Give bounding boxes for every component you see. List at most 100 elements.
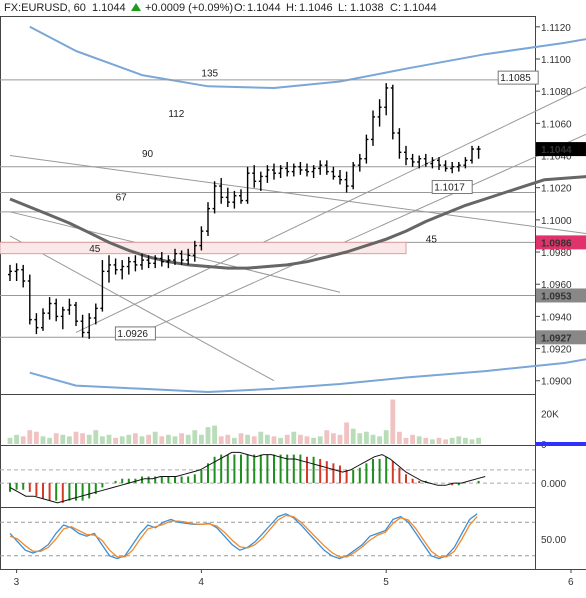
- volume-bar: [172, 436, 178, 444]
- candle: [87, 313, 92, 339]
- price-badge-label: 1.0953: [541, 291, 572, 302]
- volume-bar: [47, 437, 52, 444]
- volume-bar: [73, 431, 79, 444]
- price-tick-label: 1.0960: [541, 280, 572, 291]
- candle: [133, 255, 138, 272]
- candle: [371, 110, 375, 146]
- price-tick-label: 1.0980: [541, 248, 572, 259]
- candle: [357, 153, 362, 172]
- candle: [390, 84, 395, 140]
- open-label: O:: [234, 2, 246, 14]
- price-badge-label: 1.1044: [541, 145, 572, 156]
- volume-bar: [456, 436, 462, 444]
- gann-angle-label: 112: [168, 109, 184, 120]
- candle: [80, 314, 85, 338]
- volume-bar: [317, 436, 323, 444]
- volume-bar: [67, 436, 72, 444]
- candle: [423, 153, 428, 167]
- volume-bar: [403, 437, 409, 444]
- candle: [291, 163, 296, 177]
- price-badge: [536, 142, 586, 157]
- volume-bar: [152, 431, 158, 444]
- price-annotation-box: [431, 180, 473, 195]
- axis-labels: 1.1120 1.1100 1.1080 1.1060 1.1040 1.1020 1.10…: [14, 23, 586, 588]
- volume-bar: [225, 434, 231, 444]
- candle: [166, 255, 171, 269]
- volume-bar: [166, 434, 171, 444]
- gann-angle-label: 135: [201, 69, 218, 80]
- price-tick-label: 1.1040: [541, 152, 572, 163]
- stochastic-line: [9, 513, 478, 560]
- price-annotation-label: 1.0926: [117, 329, 148, 340]
- volume-bar: [27, 430, 33, 444]
- volume-bar: [430, 439, 435, 444]
- candle: [107, 255, 111, 283]
- volume-bar: [397, 431, 402, 444]
- fan-line: [141, 133, 586, 333]
- candle: [258, 171, 263, 191]
- volume-bar: [100, 436, 105, 444]
- candle: [285, 161, 290, 177]
- volume-bar: [410, 434, 415, 444]
- volume-bar: [364, 431, 369, 444]
- volume-bar: [238, 433, 244, 444]
- volume-bar: [476, 437, 481, 444]
- volume-bar: [311, 437, 316, 444]
- volume-bar: [265, 434, 270, 444]
- time-tick-label: 3: [14, 577, 20, 588]
- price-tick-label: 1.0900: [541, 377, 572, 388]
- volume-bar: [344, 422, 349, 444]
- volume-marker: [536, 442, 586, 446]
- candle: [219, 178, 224, 204]
- volume-bar: [14, 434, 19, 444]
- price-badge: [536, 288, 586, 303]
- candle: [305, 163, 309, 177]
- candle: [384, 83, 389, 116]
- open-value: 1.1044: [247, 2, 281, 14]
- time-tick-label: 4: [198, 577, 204, 588]
- volume-bar: [416, 436, 422, 444]
- price-annotation-box: [114, 326, 156, 341]
- candle: [443, 160, 448, 172]
- price-badge: [536, 235, 586, 250]
- volume-bar: [291, 431, 297, 444]
- low-label: L:: [338, 2, 347, 14]
- high-value: 1.1046: [299, 2, 333, 14]
- gann-angle-label: 67: [116, 193, 128, 204]
- price-annotation-label: 1.1017: [434, 183, 465, 194]
- volume-bar: [337, 434, 343, 444]
- close-value: 1.1044: [403, 2, 437, 14]
- volume-bar: [20, 436, 26, 444]
- volume-bar: [232, 437, 237, 444]
- stochastic-tick-label: 50.00: [541, 535, 566, 546]
- volume-bar: [60, 434, 66, 444]
- candle: [74, 301, 78, 327]
- time-tick-label: 6: [568, 577, 574, 588]
- candle: [437, 157, 441, 170]
- candle: [67, 298, 72, 315]
- candle: [140, 253, 144, 270]
- candle: [34, 313, 39, 335]
- moving-average-line: [9, 175, 586, 270]
- volume-bar: [113, 437, 118, 444]
- envelope-upper-line: [29, 25, 586, 89]
- volume-bar: [423, 437, 429, 444]
- candle: [364, 134, 369, 164]
- candle: [199, 226, 204, 251]
- candle: [186, 248, 191, 265]
- volume-bar: [179, 433, 184, 444]
- candle: [206, 202, 210, 236]
- candle: [120, 260, 125, 280]
- candle: [456, 161, 461, 172]
- candle: [417, 155, 422, 169]
- candle: [60, 306, 65, 330]
- candle: [126, 256, 131, 275]
- stochastic-line: [9, 514, 478, 558]
- fan-line: [75, 86, 586, 333]
- volume-bar: [192, 430, 198, 444]
- candle: [298, 161, 303, 175]
- candle: [232, 190, 237, 209]
- gann-angle-label: 45: [89, 244, 101, 255]
- symbol-label: FX:EURUSD, 60: [4, 2, 86, 14]
